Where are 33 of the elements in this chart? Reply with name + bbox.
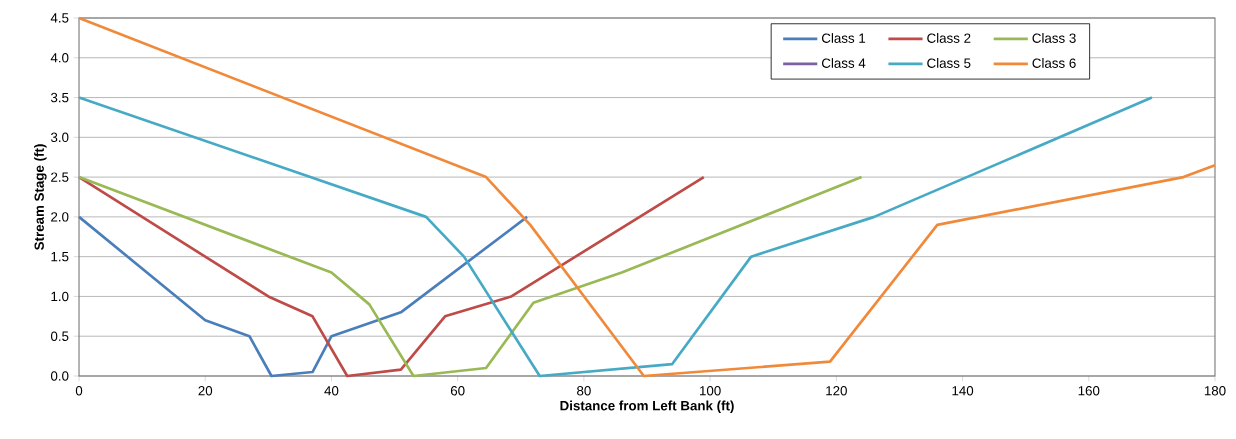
x-tick-label: 0 [75,386,83,396]
x-tick-label: 100 [700,386,721,396]
x-tick-label: 20 [198,386,213,396]
legend-label: Class 4 [821,58,866,68]
legend-label: Class 1 [821,33,866,43]
line-series [77,215,529,378]
y-tick-label: 1.5 [51,252,69,262]
y-tick-label: 4.0 [50,53,69,63]
legend-label: Class 2 [927,33,971,43]
x-tick-label: 120 [826,386,847,396]
line-series [77,96,1154,378]
line-series [77,175,706,378]
y-tick-label: 3.5 [50,92,69,103]
y-axis-title: Stream Stage (ft) [34,144,47,250]
legend-label: Class 5 [927,58,971,68]
legend-label: Class 3 [1032,33,1076,43]
x-tick-label: 140 [952,386,974,396]
x-tick-label: 160 [1078,386,1100,396]
y-tick-label: 1.0 [51,291,69,302]
y-tick-label: 0.5 [50,331,69,341]
y-tick-label: 2.5 [51,172,69,182]
line-series [77,16,1217,378]
x-tick-label: 80 [577,386,591,396]
y-tick-label: 3.0 [50,132,69,143]
y-tick-label: 2.0 [51,212,69,222]
line-series [77,175,863,378]
y-tick-label: 4.5 [50,13,69,23]
x-tick-label: 180 [1204,386,1226,396]
y-tick-label: 0.0 [50,371,69,381]
x-tick-label: 60 [450,386,465,396]
legend-label: Class 6 [1032,58,1076,68]
x-tick-label: 40 [324,386,339,396]
x-axis-title: Distance from Left Bank (ft) [560,400,734,414]
